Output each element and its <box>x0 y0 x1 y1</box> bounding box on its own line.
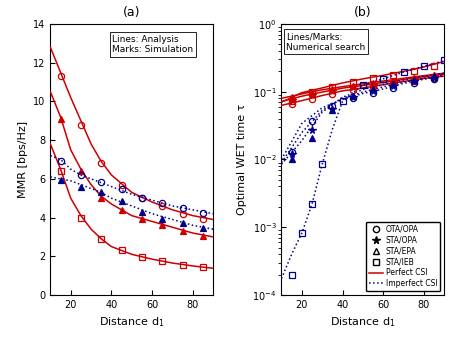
Y-axis label: Optimal WET time τ: Optimal WET time τ <box>237 104 247 215</box>
Y-axis label: MMR [bps/Hz]: MMR [bps/Hz] <box>17 121 27 198</box>
X-axis label: Distance d$_1$: Distance d$_1$ <box>330 316 396 329</box>
Text: Lines: Analysis
Marks: Simulation: Lines: Analysis Marks: Simulation <box>112 35 193 54</box>
Title: (b): (b) <box>354 6 372 19</box>
Legend: OTA/OPA, STA/OPA, STA/EPA, STA/IEB, Perfect CSI, Imperfect CSI: OTA/OPA, STA/OPA, STA/EPA, STA/IEB, Perf… <box>366 222 441 291</box>
X-axis label: Distance d$_1$: Distance d$_1$ <box>99 316 164 329</box>
Title: (a): (a) <box>123 6 141 19</box>
Text: Lines/Marks:
Numerical search: Lines/Marks: Numerical search <box>286 32 365 51</box>
